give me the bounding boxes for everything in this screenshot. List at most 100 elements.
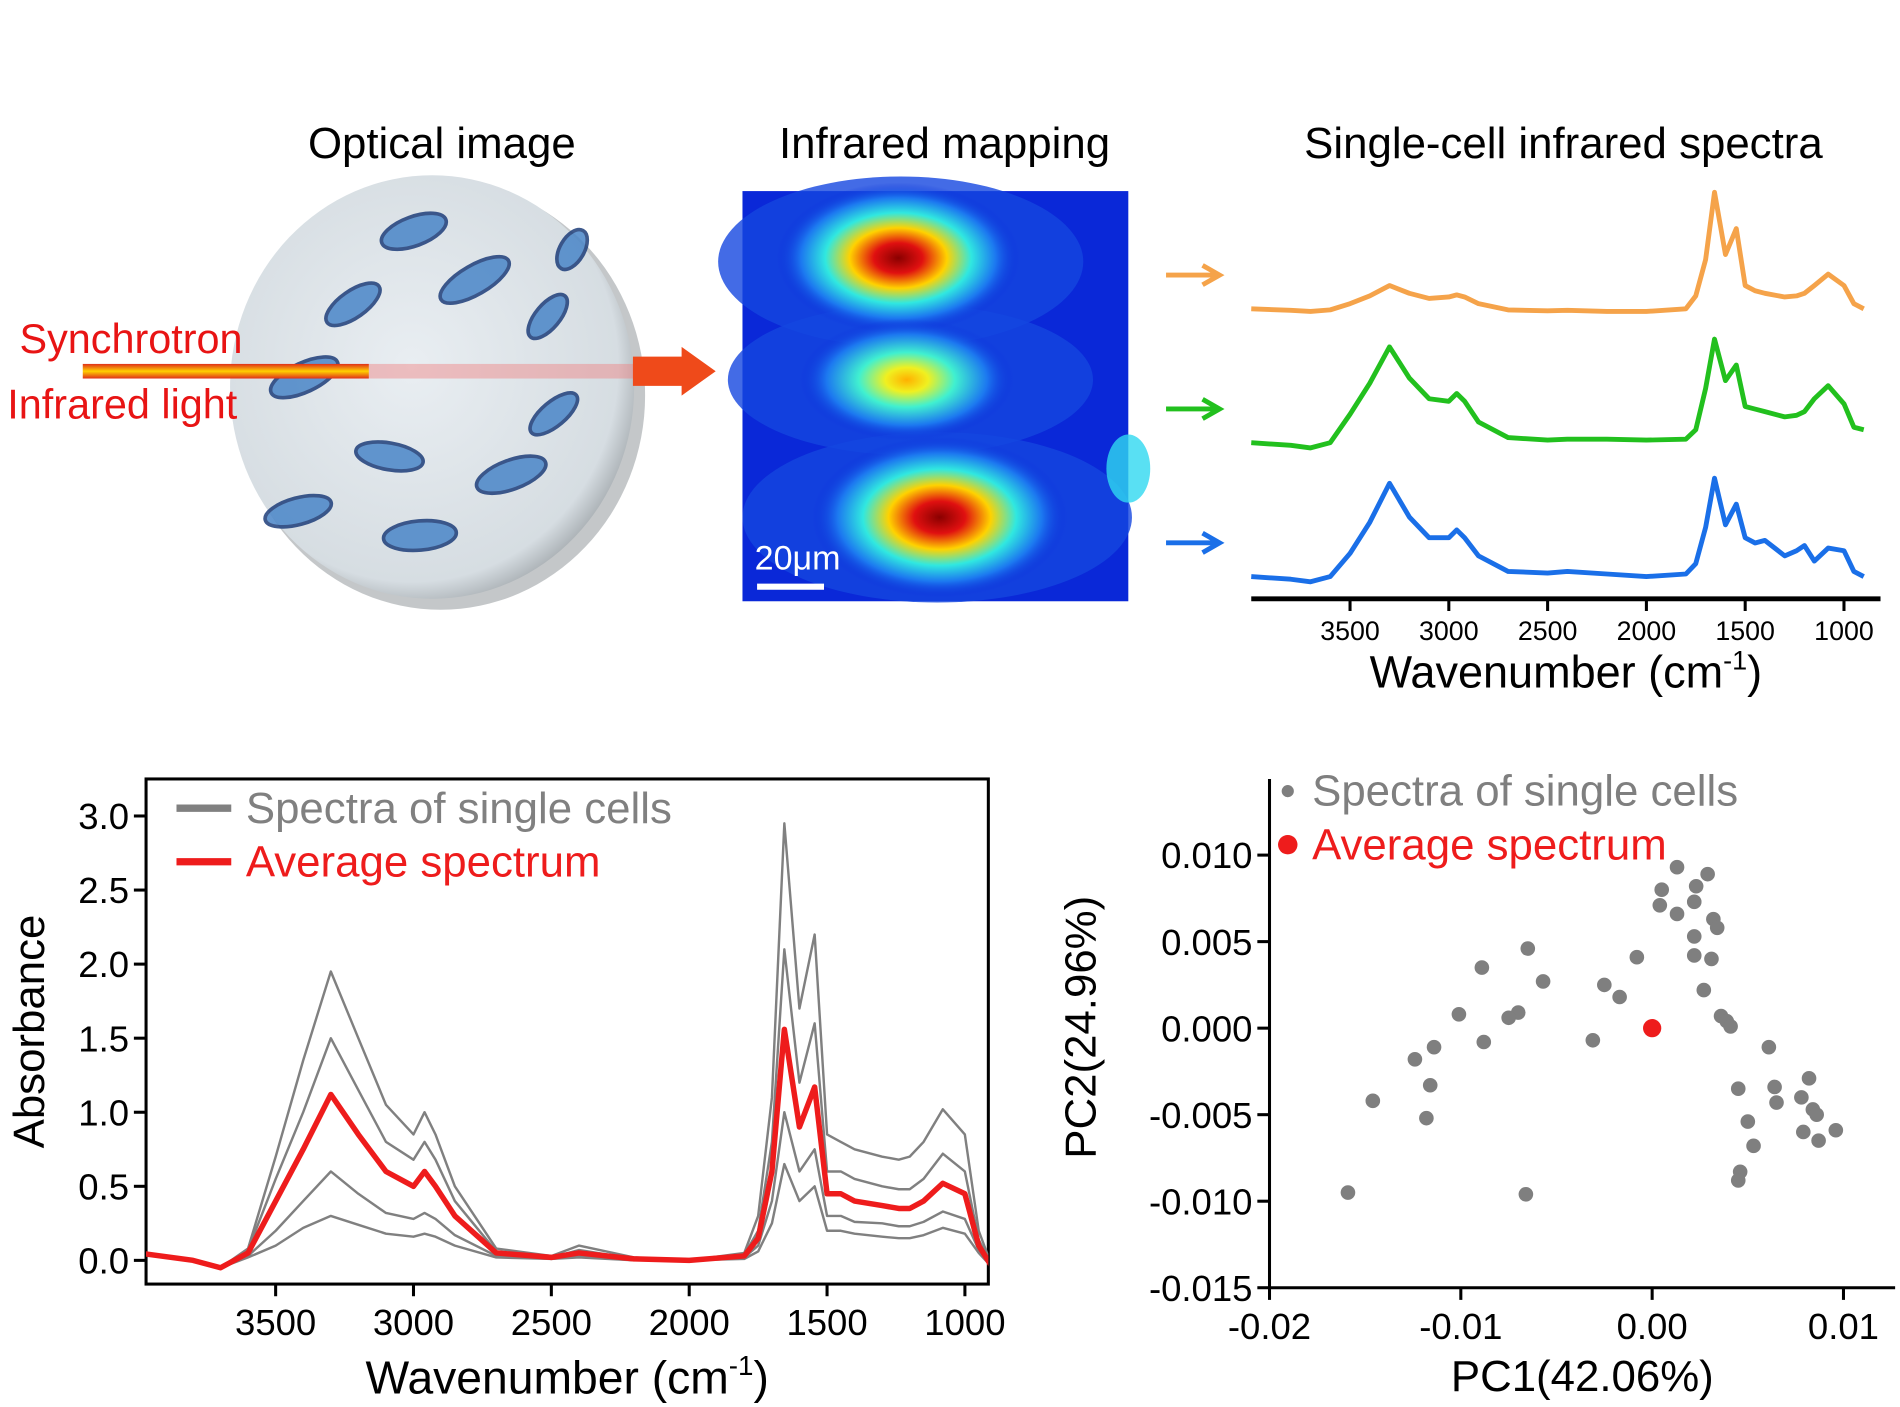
plot-frame — [144, 777, 990, 1286]
x-axis-label-sup: -1 — [1723, 646, 1747, 676]
scatter-point — [1518, 1186, 1534, 1202]
scatter-point — [1669, 859, 1685, 875]
x-axis-label: Wavenumber (cm-1) — [366, 1350, 769, 1403]
y-tick-label: 2.5 — [78, 870, 129, 911]
scatter-point — [1795, 1124, 1811, 1140]
chart-title: Single-cell infrared spectra — [1304, 119, 1823, 168]
legend-label: Spectra of single cells — [246, 784, 672, 833]
scatter-point — [1629, 949, 1645, 965]
legend-label: Spectra of single cells — [1312, 767, 1738, 816]
scatter-point — [1612, 989, 1627, 1005]
scatter-point — [1730, 1081, 1746, 1097]
scatter-point — [1686, 948, 1702, 963]
y-tick-label: -0.010 — [1149, 1181, 1253, 1222]
y-tick-label: -0.005 — [1149, 1095, 1253, 1136]
legend-label: Average spectrum — [1312, 820, 1667, 869]
scatter-point — [1801, 1071, 1817, 1086]
x-tick-label: 3000 — [1419, 616, 1479, 646]
scatter-point — [1451, 1007, 1467, 1022]
x-axis-label-text: Wavenumber (cm — [1370, 647, 1724, 698]
scatter-point — [1643, 1019, 1662, 1038]
panel-title: Optical image — [308, 119, 576, 168]
infrared-map — [718, 176, 1151, 603]
x-tick-label: 2000 — [649, 1302, 730, 1343]
beam-label: Synchrotron — [19, 316, 242, 362]
x-tick-label: 2500 — [511, 1302, 592, 1343]
scatter-point — [1811, 1133, 1826, 1148]
scatter-point — [1761, 1039, 1777, 1055]
x-tick-label: -0.01 — [1419, 1306, 1502, 1347]
spectrum-line — [1251, 189, 1865, 314]
series-arrow — [1166, 263, 1225, 287]
scatter-point — [1828, 1122, 1844, 1138]
scatter-point — [1794, 1090, 1809, 1105]
scatter-point — [1365, 1093, 1381, 1109]
scatter-point — [1730, 1173, 1746, 1188]
legend-swatch — [1281, 785, 1294, 798]
x-tick-label: 3500 — [1320, 616, 1380, 646]
legend-label: Average spectrum — [246, 837, 601, 886]
spectrum-line — [1251, 336, 1865, 451]
scatter-point — [1654, 882, 1670, 898]
x-tick-label: 1500 — [786, 1302, 867, 1343]
x-axis-label-close: ) — [753, 1352, 768, 1404]
scatter-point — [1686, 894, 1702, 910]
y-tick-label: 2.0 — [78, 944, 129, 985]
scale-bar-label: 20μm — [755, 540, 841, 578]
x-axis-label: PC1(42.06%) — [1451, 1352, 1714, 1401]
beam — [82, 346, 716, 396]
x-tick-label: 2000 — [1617, 616, 1677, 646]
scatter-point — [1340, 1185, 1356, 1200]
x-tick-label: -0.02 — [1228, 1306, 1311, 1347]
optical-image — [230, 175, 646, 610]
x-axis-label-sup: -1 — [729, 1350, 754, 1381]
scatter-point — [1652, 897, 1668, 913]
scatter-point — [1501, 1010, 1516, 1026]
scatter-point — [1700, 866, 1715, 882]
scatter-point — [1535, 974, 1551, 989]
scatter-point — [1696, 982, 1712, 998]
scatter-point — [1769, 1095, 1784, 1110]
series-arrow — [1166, 530, 1225, 555]
spectrum-line — [146, 1026, 989, 1271]
scatter-point — [1419, 1110, 1434, 1126]
x-tick-label: 1000 — [924, 1302, 1005, 1343]
scatter-point — [1740, 1114, 1756, 1129]
scatter-point — [1767, 1079, 1782, 1095]
y-axis-label: Absorbance — [5, 915, 54, 1149]
y-tick-label: 0.005 — [1161, 922, 1252, 963]
scatter-point — [1597, 977, 1612, 993]
x-tick-label: 1000 — [1814, 616, 1874, 646]
scatter-point — [1474, 960, 1490, 975]
x-tick-label: 2500 — [1518, 616, 1578, 646]
scatter-point — [1422, 1077, 1438, 1093]
beam-label: Infrared light — [7, 382, 237, 428]
y-tick-label: -0.015 — [1149, 1268, 1253, 1309]
legend-swatch — [1278, 834, 1298, 855]
spectrum-line — [1251, 475, 1865, 585]
y-axis-label: PC2(24.96%) — [1056, 896, 1105, 1159]
x-tick-label: 3500 — [235, 1302, 316, 1343]
y-tick-label: 3.0 — [78, 796, 129, 837]
y-tick-label: 1.5 — [78, 1018, 129, 1059]
scatter-point — [1426, 1039, 1442, 1055]
scatter-point — [1407, 1051, 1423, 1067]
y-tick-label: 0.010 — [1161, 835, 1252, 876]
y-tick-label: 0.000 — [1161, 1008, 1252, 1049]
scatter-point — [1746, 1138, 1761, 1154]
series-arrow — [1166, 397, 1225, 421]
scatter-point — [1809, 1107, 1824, 1122]
plot-lines — [146, 822, 989, 1271]
x-tick-label: 3000 — [373, 1302, 454, 1343]
scatter-point — [1688, 878, 1704, 894]
scatter-point — [1686, 929, 1702, 944]
x-axis-label-close: ) — [1747, 647, 1762, 698]
scatter-point — [1476, 1034, 1492, 1050]
x-tick-label: 0.00 — [1617, 1306, 1688, 1347]
y-tick-label: 0.0 — [78, 1241, 129, 1282]
x-axis-label: Wavenumber (cm-1) — [1370, 646, 1763, 698]
y-tick-label: 1.0 — [78, 1092, 129, 1133]
x-tick-label: 1500 — [1715, 616, 1775, 646]
